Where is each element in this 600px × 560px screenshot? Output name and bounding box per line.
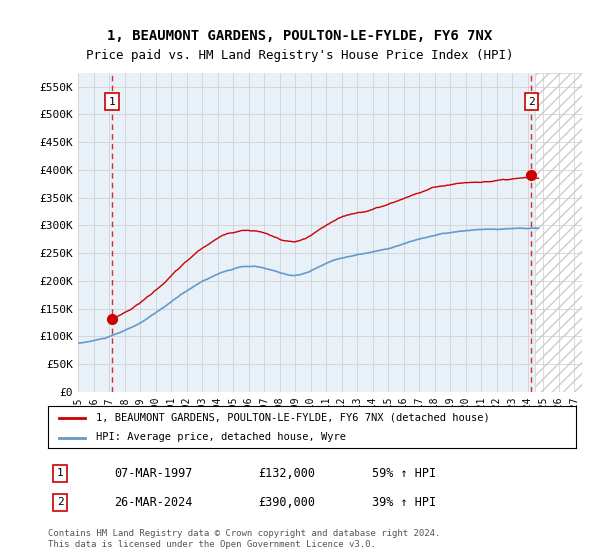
Text: Price paid vs. HM Land Registry's House Price Index (HPI): Price paid vs. HM Land Registry's House …	[86, 49, 514, 63]
Text: 1, BEAUMONT GARDENS, POULTON-LE-FYLDE, FY6 7NX: 1, BEAUMONT GARDENS, POULTON-LE-FYLDE, F…	[107, 29, 493, 44]
Text: 39% ↑ HPI: 39% ↑ HPI	[372, 496, 436, 509]
Text: £132,000: £132,000	[258, 466, 315, 480]
Text: HPI: Average price, detached house, Wyre: HPI: Average price, detached house, Wyre	[95, 432, 346, 442]
Text: 1: 1	[109, 96, 115, 106]
Text: £390,000: £390,000	[258, 496, 315, 509]
Text: 1: 1	[56, 468, 64, 478]
Text: 07-MAR-1997: 07-MAR-1997	[114, 466, 193, 480]
Text: 59% ↑ HPI: 59% ↑ HPI	[372, 466, 436, 480]
Text: 1, BEAUMONT GARDENS, POULTON-LE-FYLDE, FY6 7NX (detached house): 1, BEAUMONT GARDENS, POULTON-LE-FYLDE, F…	[95, 413, 489, 423]
Text: Contains HM Land Registry data © Crown copyright and database right 2024.
This d: Contains HM Land Registry data © Crown c…	[48, 529, 440, 549]
Text: 2: 2	[56, 497, 64, 507]
Text: 26-MAR-2024: 26-MAR-2024	[114, 496, 193, 509]
Text: 2: 2	[528, 96, 535, 106]
